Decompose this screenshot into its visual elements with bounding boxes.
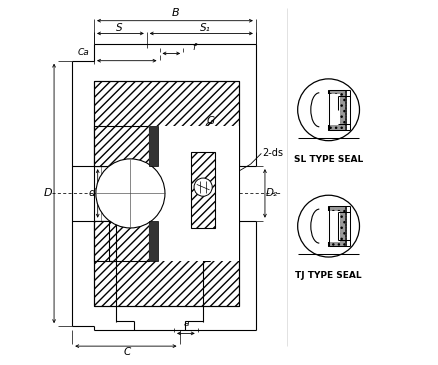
- Text: B: B: [172, 8, 179, 18]
- Polygon shape: [327, 90, 345, 130]
- Text: a: a: [183, 319, 188, 328]
- Polygon shape: [148, 126, 157, 166]
- Text: G: G: [196, 122, 212, 147]
- Text: D₂: D₂: [265, 188, 278, 199]
- Polygon shape: [327, 97, 339, 123]
- Text: C: C: [123, 347, 130, 357]
- Polygon shape: [191, 151, 215, 228]
- Text: D: D: [43, 188, 52, 199]
- Polygon shape: [148, 126, 239, 261]
- Text: Ca: Ca: [77, 48, 89, 57]
- Polygon shape: [327, 206, 345, 246]
- Circle shape: [95, 159, 165, 228]
- Polygon shape: [94, 126, 148, 166]
- Polygon shape: [94, 81, 239, 166]
- Text: G: G: [206, 116, 214, 126]
- Polygon shape: [94, 221, 148, 261]
- Text: SL TYPE SEAL: SL TYPE SEAL: [293, 154, 362, 164]
- Polygon shape: [328, 94, 339, 125]
- Polygon shape: [148, 221, 157, 261]
- Text: f: f: [192, 43, 195, 53]
- Polygon shape: [327, 213, 339, 239]
- Polygon shape: [94, 221, 239, 306]
- Polygon shape: [327, 206, 344, 246]
- Text: TJ TYPE SEAL: TJ TYPE SEAL: [295, 271, 361, 280]
- Text: d: d: [88, 188, 95, 199]
- Polygon shape: [157, 126, 239, 261]
- Circle shape: [297, 79, 359, 141]
- Polygon shape: [328, 211, 339, 242]
- Circle shape: [194, 178, 212, 196]
- Circle shape: [297, 195, 359, 257]
- Polygon shape: [327, 90, 344, 130]
- Text: S: S: [116, 23, 123, 33]
- Text: S₁: S₁: [199, 23, 210, 33]
- Text: 2-ds: 2-ds: [262, 149, 283, 158]
